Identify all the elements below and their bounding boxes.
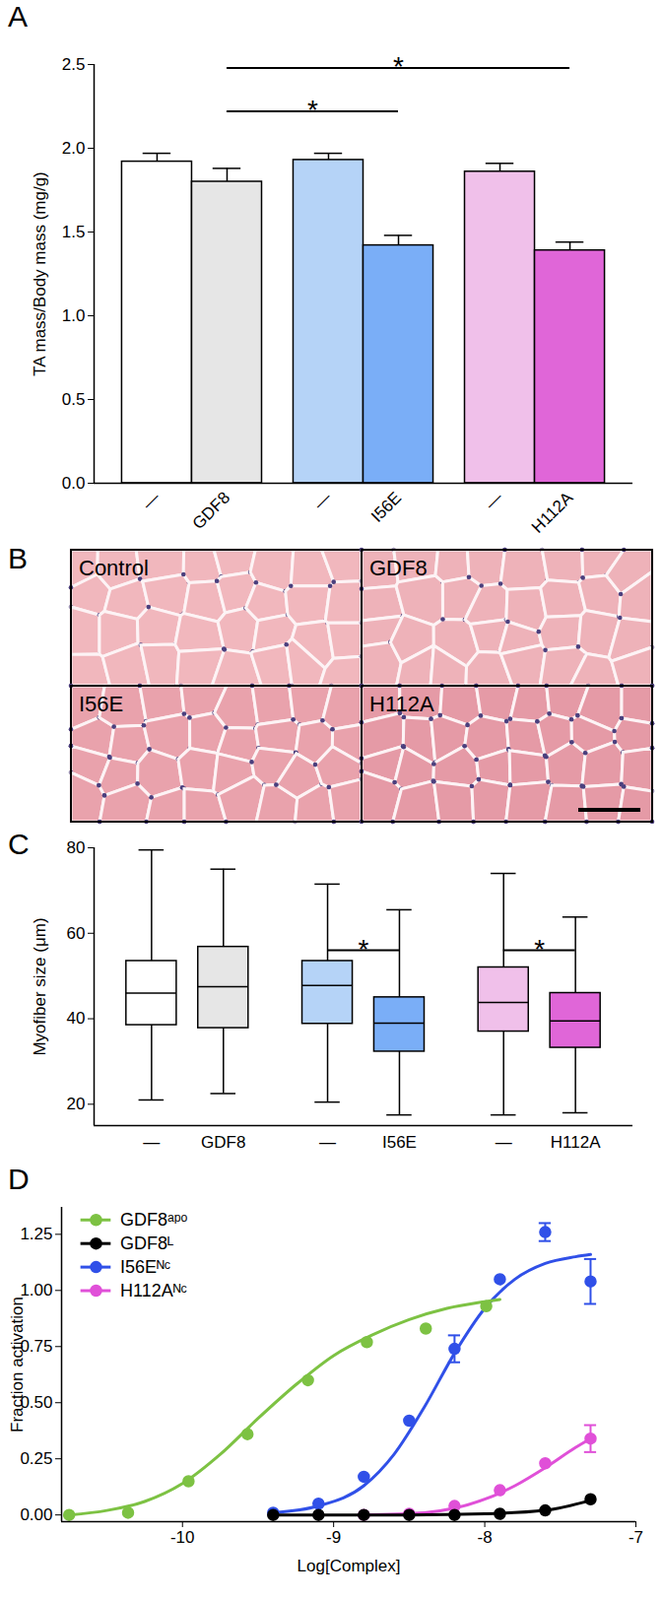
svg-text:H112A: H112A: [528, 487, 578, 537]
svg-text:1.25: 1.25: [19, 1224, 53, 1244]
svg-text:—: —: [142, 1132, 160, 1152]
svg-text:I56E: I56E: [367, 488, 405, 527]
svg-text:0.75: 0.75: [20, 1337, 53, 1356]
svg-text:I56E: I56E: [78, 691, 124, 717]
svg-text:1.0: 1.0: [62, 306, 86, 326]
svg-text:60: 60: [66, 924, 86, 943]
html-text:D: D: [7, 1162, 30, 1195]
svg-text:—: —: [138, 488, 164, 514]
svg-text:0.0: 0.0: [62, 473, 86, 493]
svg-text:H112A: H112A: [550, 1132, 601, 1152]
svg-text:GDF8ᴸ: GDF8ᴸ: [120, 1233, 174, 1254]
svg-text:1.00: 1.00: [20, 1280, 53, 1300]
svg-text:—: —: [481, 488, 507, 514]
svg-text:40: 40: [66, 1008, 86, 1028]
svg-text:1.5: 1.5: [62, 222, 86, 242]
html-text:A: A: [7, 0, 28, 33]
svg-text:0.00: 0.00: [19, 1505, 53, 1524]
svg-text:-7: -7: [628, 1527, 644, 1547]
svg-text:Myofiber size (μm): Myofiber size (μm): [30, 917, 50, 1056]
svg-text:H112Aᴺᶜ: H112Aᴺᶜ: [120, 1280, 188, 1301]
svg-text:0.25: 0.25: [19, 1449, 53, 1468]
svg-text:—: —: [319, 1132, 336, 1152]
svg-text:GDF8: GDF8: [369, 555, 428, 581]
svg-text:GDF8: GDF8: [189, 488, 234, 533]
svg-text:80: 80: [66, 838, 86, 858]
svg-text:H112A: H112A: [369, 691, 435, 717]
svg-text:*: *: [307, 94, 319, 126]
svg-text:*: *: [533, 933, 545, 965]
html-text:B: B: [7, 541, 28, 575]
svg-text:GDF8ᵃᵖᵒ: GDF8ᵃᵖᵒ: [120, 1209, 189, 1230]
svg-text:TA mass/Body mass (mg/g): TA mass/Body mass (mg/g): [30, 171, 50, 377]
svg-text:-9: -9: [326, 1527, 341, 1547]
svg-text:2.5: 2.5: [62, 55, 86, 74]
svg-text:*: *: [393, 51, 404, 82]
svg-text:-10: -10: [170, 1527, 196, 1547]
svg-text:0.50: 0.50: [20, 1393, 53, 1412]
html-text:C: C: [7, 827, 30, 861]
svg-text:20: 20: [66, 1094, 86, 1114]
svg-text:I56Eᴺᶜ: I56Eᴺᶜ: [120, 1257, 171, 1277]
svg-text:2.0: 2.0: [62, 138, 86, 158]
svg-text:GDF8: GDF8: [200, 1132, 246, 1152]
svg-text:Fraction activation: Fraction activation: [7, 1296, 27, 1433]
svg-text:—: —: [495, 1132, 513, 1152]
svg-text:*: *: [358, 933, 370, 965]
svg-text:-8: -8: [477, 1527, 493, 1547]
svg-text:Log[Complex]: Log[Complex]: [297, 1556, 401, 1576]
svg-text:—: —: [310, 488, 335, 514]
svg-text:Control: Control: [78, 555, 149, 581]
svg-text:I56E: I56E: [382, 1132, 417, 1152]
svg-text:0.5: 0.5: [62, 390, 86, 409]
